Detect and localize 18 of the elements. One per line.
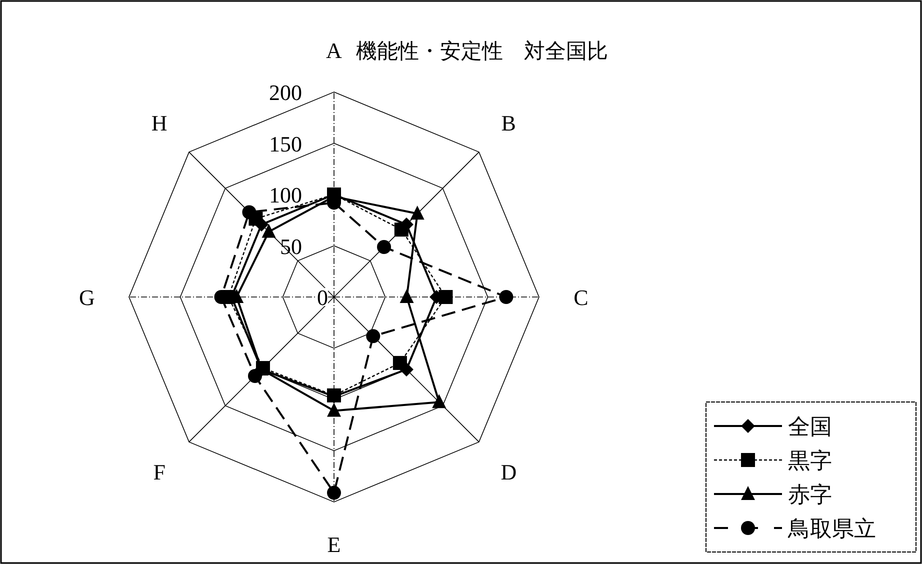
y-tick-label: 100: [269, 182, 302, 208]
y-tick-label: 0: [317, 285, 328, 310]
spoke-label: F: [153, 460, 166, 485]
y-tick-label: 200: [269, 80, 302, 105]
spoke-label: A: [326, 38, 342, 63]
y-tick-label: 150: [269, 131, 302, 156]
chart-title: 機能性・安定性 対全国比: [356, 39, 608, 63]
spoke-label: D: [500, 460, 517, 485]
legend-label: 鳥取県立: [787, 516, 876, 541]
legend-label: 赤字: [788, 482, 832, 507]
legend-label: 黒字: [788, 448, 832, 473]
legend-label: 全国: [788, 414, 832, 439]
spoke-label: G: [79, 285, 96, 310]
y-tick-label: 50: [280, 234, 302, 259]
spoke-label: C: [574, 285, 588, 310]
spoke-label: B: [501, 110, 516, 136]
spoke-label: E: [327, 532, 341, 557]
spoke-label: H: [151, 110, 168, 136]
